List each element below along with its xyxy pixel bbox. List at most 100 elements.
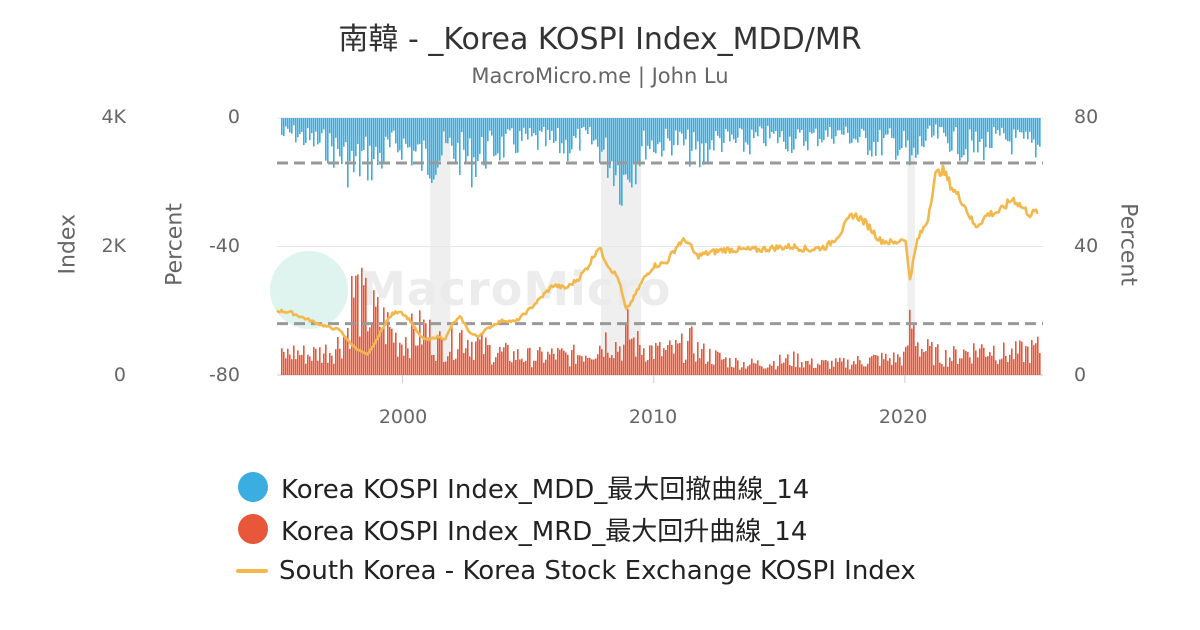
mrd-bar <box>683 362 685 375</box>
mrd-bar <box>1007 362 1009 375</box>
mdd-bar <box>899 118 901 150</box>
mdd-bar <box>477 118 479 162</box>
mdd-bar <box>331 118 333 147</box>
mdd-bar <box>983 118 985 161</box>
mdd-bar <box>597 118 599 147</box>
legend-label: South Korea - Korea Stock Exchange KOSPI… <box>279 556 916 586</box>
mrd-bar <box>705 363 707 375</box>
mdd-bar <box>757 118 759 137</box>
mdd-bar <box>511 118 513 129</box>
mrd-bar <box>765 368 767 375</box>
mrd-bar <box>727 367 729 375</box>
mrd-bar <box>407 348 409 375</box>
mrd-bar <box>839 357 841 375</box>
mrd-bar <box>469 356 471 375</box>
mdd-bar <box>735 118 737 144</box>
mdd-bar <box>599 118 601 164</box>
mdd-bar <box>913 118 915 148</box>
mdd-bar <box>409 118 411 148</box>
mdd-bar <box>629 118 631 183</box>
mrd-bar <box>569 366 571 375</box>
mdd-bar <box>623 118 625 175</box>
mdd-bar <box>917 118 919 155</box>
mrd-bar <box>535 360 537 375</box>
mdd-bar <box>327 118 329 164</box>
mdd-bar <box>1003 118 1005 134</box>
mrd-bar <box>865 366 867 375</box>
mrd-bar <box>441 339 443 375</box>
mdd-bar <box>885 118 887 135</box>
mrd-bar <box>335 349 337 375</box>
mdd-bar <box>615 118 617 176</box>
mdd-bar <box>605 118 607 138</box>
mdd-bar <box>833 118 835 144</box>
mdd-bar <box>829 118 831 128</box>
mdd-bar <box>639 118 641 167</box>
mdd-bar <box>845 118 847 127</box>
mdd-bar <box>1001 118 1003 128</box>
mrd-bar <box>1027 346 1029 375</box>
mdd-bar <box>407 118 409 148</box>
mrd-bar <box>971 363 973 375</box>
mdd-bar <box>745 118 747 143</box>
mrd-bar <box>473 360 475 375</box>
mdd-bar <box>443 118 445 132</box>
mrd-bar <box>763 368 765 375</box>
mdd-bar <box>341 118 343 165</box>
mrd-bar <box>547 351 549 375</box>
mrd-bar <box>937 344 939 375</box>
mrd-bar <box>445 361 447 375</box>
right-percent-tick: 40 <box>1074 235 1099 257</box>
mdd-bar <box>571 118 573 150</box>
mdd-bar <box>385 118 387 137</box>
mdd-bar <box>649 118 651 150</box>
mrd-bar <box>489 345 491 375</box>
mdd-bar <box>523 118 525 128</box>
mdd-bar <box>941 118 943 128</box>
mdd-bar <box>821 118 823 143</box>
mrd-bar <box>455 358 457 375</box>
mrd-bar <box>423 319 425 375</box>
mdd-bar <box>301 118 303 132</box>
mrd-bar <box>387 312 389 375</box>
mdd-bar <box>931 118 933 138</box>
mdd-bar <box>499 118 501 161</box>
mdd-bar <box>1031 118 1033 143</box>
mdd-bar <box>673 118 675 146</box>
mrd-bar <box>981 344 983 375</box>
mrd-bar <box>833 366 835 375</box>
mdd-bar <box>825 118 827 131</box>
mrd-bar <box>437 335 439 375</box>
mdd-bar <box>805 118 807 142</box>
mdd-bar <box>299 118 301 135</box>
mdd-bar <box>697 118 699 142</box>
mrd-bar <box>659 342 661 375</box>
mdd-bar <box>979 118 981 143</box>
mrd-bar <box>771 365 773 375</box>
mrd-bar <box>811 358 813 375</box>
mrd-bar <box>735 357 737 375</box>
mrd-bar <box>795 366 797 375</box>
mdd-bar <box>637 118 639 162</box>
mdd-bar <box>955 118 957 128</box>
mdd-bar <box>293 118 295 126</box>
mdd-bar <box>873 118 875 142</box>
mdd-bar <box>413 118 415 151</box>
mrd-bar <box>301 354 303 375</box>
legend-item-mrd[interactable]: Korea KOSPI Index_MRD_最大回升曲線_14 <box>236 508 916 550</box>
mdd-bar <box>773 118 775 134</box>
mdd-bar <box>455 118 457 163</box>
mdd-bar <box>309 118 311 141</box>
mdd-bar <box>843 118 845 135</box>
mrd-bar <box>365 277 367 375</box>
mdd-bar <box>791 118 793 153</box>
mdd-bar <box>781 118 783 132</box>
mrd-bar <box>781 363 783 375</box>
legend-item-mdd[interactable]: Korea KOSPI Index_MDD_最大回撤曲線_14 <box>236 466 916 508</box>
legend-item-kospi[interactable]: South Korea - Korea Stock Exchange KOSPI… <box>236 550 916 592</box>
mrd-bar <box>431 355 433 375</box>
mdd-bar <box>883 118 885 138</box>
mrd-bar <box>619 346 621 375</box>
mdd-bar <box>433 118 435 180</box>
mrd-bar <box>471 341 473 375</box>
